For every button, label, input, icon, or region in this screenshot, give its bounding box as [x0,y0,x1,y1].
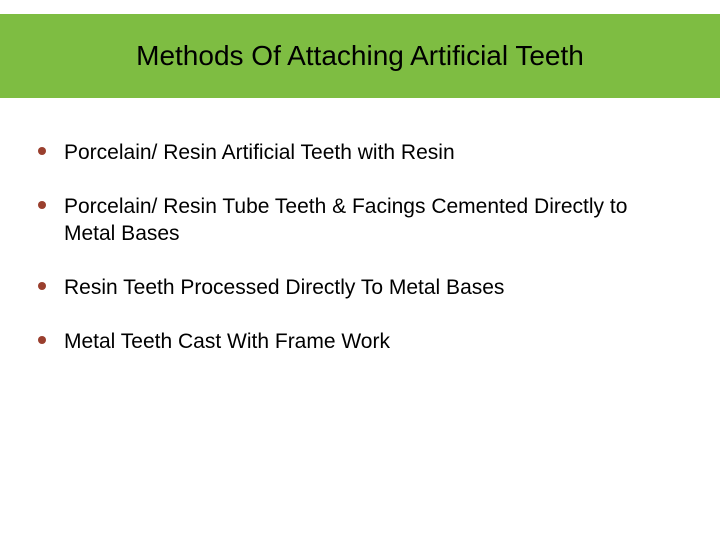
title-band: Methods Of Attaching Artificial Teeth [0,14,720,98]
slide-title: Methods Of Attaching Artificial Teeth [136,40,584,72]
list-item-text: Porcelain/ Resin Artificial Teeth with R… [64,140,455,166]
list-item: Resin Teeth Processed Directly To Metal … [38,275,678,301]
list-item-text: Metal Teeth Cast With Frame Work [64,329,390,355]
bullet-icon [38,147,46,155]
bullet-icon [38,201,46,209]
bullet-list: Porcelain/ Resin Artificial Teeth with R… [38,140,678,383]
bullet-icon [38,282,46,290]
list-item: Metal Teeth Cast With Frame Work [38,329,678,355]
bullet-icon [38,336,46,344]
list-item-text: Resin Teeth Processed Directly To Metal … [64,275,504,301]
list-item-text: Porcelain/ Resin Tube Teeth & Facings Ce… [64,194,678,247]
list-item: Porcelain/ Resin Tube Teeth & Facings Ce… [38,194,678,247]
list-item: Porcelain/ Resin Artificial Teeth with R… [38,140,678,166]
